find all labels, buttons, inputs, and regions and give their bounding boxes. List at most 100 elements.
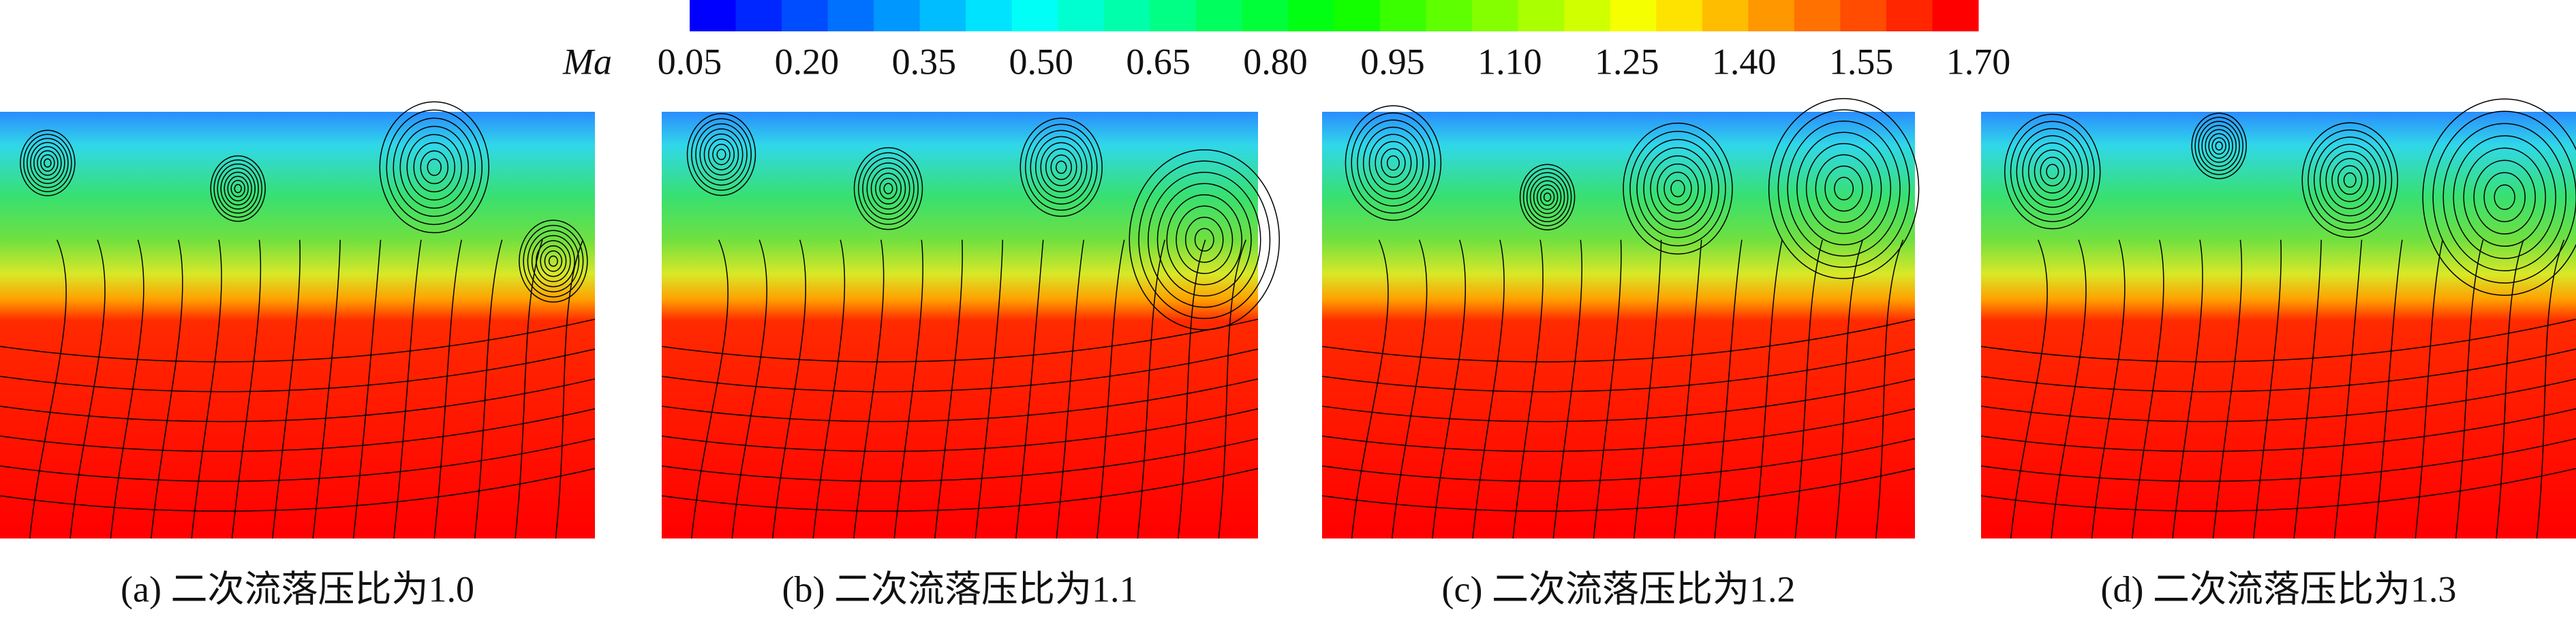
vortex-line xyxy=(1543,192,1552,202)
vortex-line xyxy=(1657,163,1699,214)
vortex-line xyxy=(406,134,463,201)
vortex-line xyxy=(2319,143,2380,217)
vortex-line xyxy=(386,109,483,226)
colorbar-segment xyxy=(735,0,782,31)
streamline xyxy=(0,438,596,482)
streamline xyxy=(812,239,846,539)
colorbar-segment xyxy=(1150,0,1197,31)
streamline xyxy=(1321,468,1916,512)
vortex-line xyxy=(1156,183,1252,297)
vortex-line xyxy=(862,157,915,220)
vortex-line xyxy=(1345,105,1442,221)
colorbar-tick-label: 1.10 xyxy=(1477,41,1542,82)
colorbar-tick-label: 1.25 xyxy=(1595,41,1659,82)
streamline xyxy=(2293,239,2322,539)
vortex-line xyxy=(1357,119,1430,207)
streamline xyxy=(1980,468,2576,512)
streamline xyxy=(0,468,596,512)
colorbar-tick-label: 0.80 xyxy=(1243,41,1308,82)
streamline xyxy=(433,239,463,539)
vortex-line xyxy=(708,138,735,170)
vortex-line xyxy=(1166,194,1242,286)
streamline xyxy=(2333,239,2363,539)
streamline xyxy=(1351,239,1389,539)
vortex-line xyxy=(2010,121,2095,222)
streamline xyxy=(1321,408,1916,452)
vortex-line xyxy=(1623,122,1733,255)
panels: (a) 二次流落压比为1.0 (b) 二次流落压比为1.1 (c) 二次流落压比为1… xyxy=(0,97,2576,609)
colorbar-segment xyxy=(1287,0,1334,31)
vortex-line xyxy=(224,171,252,206)
streamline xyxy=(1980,348,2576,393)
flow-field xyxy=(0,112,595,538)
streamline xyxy=(1754,239,1783,539)
vortex-line xyxy=(1040,142,1082,193)
vortex-line xyxy=(883,183,893,194)
streamline xyxy=(2374,239,2403,539)
colorbar-segment xyxy=(1426,0,1473,31)
colorbar-segment xyxy=(1242,0,1289,31)
streamline xyxy=(893,239,923,539)
streamline xyxy=(2212,239,2243,539)
colorbar-segment xyxy=(1472,0,1519,31)
vortex-line xyxy=(879,177,898,200)
vortex-line xyxy=(1138,160,1271,320)
colorbar-segment xyxy=(827,0,874,31)
vortex-line xyxy=(227,175,249,202)
colorbar-segment xyxy=(1748,0,1795,31)
streamline xyxy=(2536,239,2565,539)
colorbar-tick-label: 0.35 xyxy=(892,41,957,82)
streamline xyxy=(1432,239,1467,539)
vortex-line xyxy=(703,133,739,176)
vortex-line xyxy=(30,142,65,184)
vortex-line xyxy=(1529,176,1565,218)
streamline xyxy=(661,318,1259,363)
vortex-line xyxy=(1381,148,1406,178)
colorbar-segment xyxy=(1840,0,1887,31)
streamline xyxy=(661,408,1259,452)
vortex-line xyxy=(1129,149,1280,331)
colorbar-tick-label: 0.50 xyxy=(1009,41,1073,82)
vortex-line xyxy=(2463,147,2546,247)
colorbar-tick-label: 0.05 xyxy=(658,41,722,82)
vortex-line xyxy=(2453,135,2556,259)
vortex-line xyxy=(427,158,442,177)
streamline xyxy=(393,239,422,539)
colorbar-segment xyxy=(1380,0,1427,31)
vortex-line xyxy=(2034,149,2071,194)
vortex-line xyxy=(2331,157,2369,202)
vortex-line xyxy=(1834,177,1854,200)
vortex-line xyxy=(1176,205,1233,275)
vortex-line xyxy=(2201,125,2237,167)
vortex-line xyxy=(2337,165,2363,195)
vortex-line xyxy=(1362,126,1424,200)
streamline xyxy=(1321,378,1916,423)
vortex-line xyxy=(699,128,743,181)
vortex-line xyxy=(1815,154,1873,223)
vortex-line xyxy=(2205,129,2233,163)
vortex-line xyxy=(1796,132,1892,245)
streamline xyxy=(934,239,963,539)
vortex-line xyxy=(1050,154,1072,181)
streamline xyxy=(661,378,1259,423)
colorbar-segment xyxy=(1886,0,1933,31)
vortex-line xyxy=(220,167,256,210)
vortex-line xyxy=(870,167,906,210)
vortex-line xyxy=(420,150,449,185)
streamline xyxy=(1137,239,1165,539)
vortex-line xyxy=(1536,184,1559,210)
vortex-line xyxy=(2016,127,2089,215)
panel-caption: (b) 二次流落压比为1.1 xyxy=(782,568,1138,609)
vortex-line xyxy=(1056,160,1067,174)
vortex-line xyxy=(1194,228,1214,252)
colorbar: 0.05 0.20 0.35 0.50 0.65 0.80 0.95 1.10 1.25 1.40… xyxy=(658,0,2010,82)
colorbar-segment xyxy=(1334,0,1381,31)
vortex-line xyxy=(1636,138,1719,239)
vortex-line xyxy=(1805,142,1882,234)
panel-caption: (d) 二次流落压比为1.3 xyxy=(2101,568,2457,609)
streamline xyxy=(0,318,596,363)
streamline xyxy=(1178,239,1206,539)
vortex-line xyxy=(1386,155,1400,171)
vortex-line xyxy=(531,234,575,288)
streamline xyxy=(1835,239,1864,539)
